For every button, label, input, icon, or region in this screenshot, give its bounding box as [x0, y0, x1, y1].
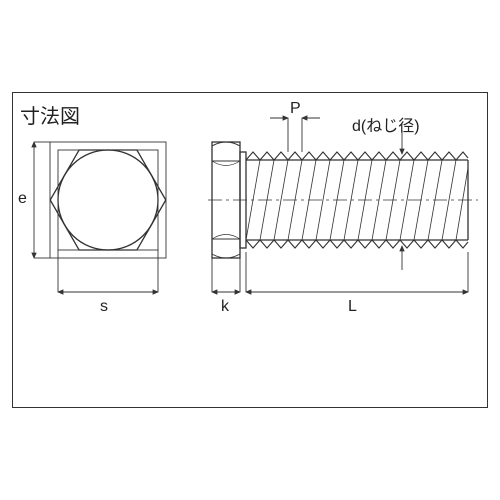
label-s: s	[100, 298, 108, 316]
label-d: d(ねじ径)	[352, 112, 420, 136]
label-e: e	[18, 190, 27, 208]
bolt-diagram	[12, 92, 488, 408]
label-L: L	[348, 298, 357, 316]
label-P: P	[290, 100, 301, 118]
label-k: k	[221, 298, 229, 316]
